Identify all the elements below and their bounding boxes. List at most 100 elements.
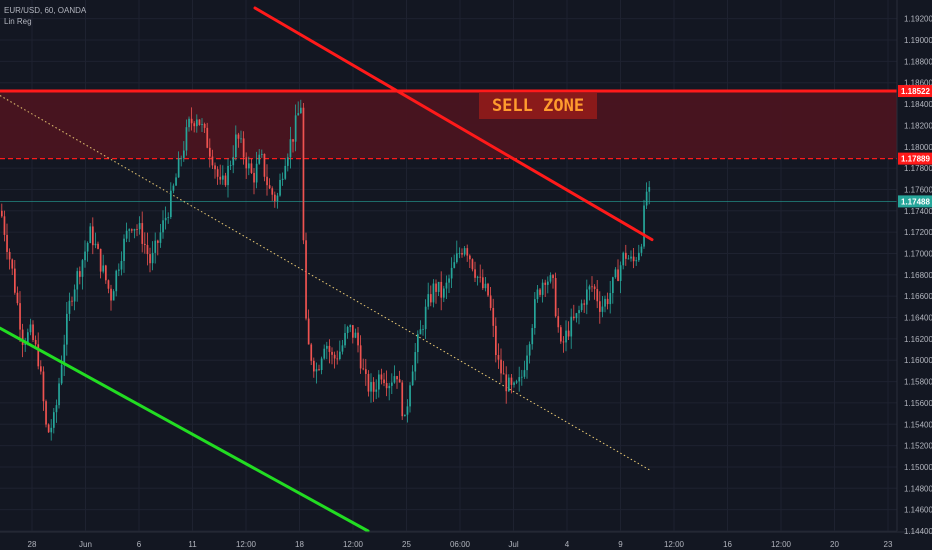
candle: [237, 132, 240, 148]
candle: [388, 382, 391, 401]
candle: [534, 292, 536, 335]
candle: [419, 320, 422, 335]
candle: [149, 247, 151, 273]
x-tick-label: 20: [830, 540, 839, 549]
candle: [547, 276, 549, 294]
candle: [372, 377, 375, 402]
candle: [604, 295, 606, 313]
candle: [643, 199, 645, 249]
candle: [583, 299, 586, 313]
candle: [619, 261, 622, 294]
candle: [167, 212, 170, 224]
candle: [365, 358, 367, 386]
candle: [16, 286, 19, 306]
candle: [526, 345, 528, 379]
candle: [102, 254, 105, 274]
candle: [560, 325, 562, 344]
candle: [521, 369, 523, 386]
candle: [552, 274, 554, 289]
candle: [45, 399, 47, 428]
price-label[interactable]: 1.17488: [898, 195, 932, 208]
candle: [573, 304, 575, 321]
candle: [508, 374, 510, 392]
candle: [437, 281, 440, 296]
candle: [510, 374, 513, 394]
candle: [193, 121, 196, 133]
candle: [11, 258, 14, 275]
regression-line[interactable]: [0, 95, 651, 471]
price-label[interactable]: 1.18522: [898, 85, 932, 98]
candle: [427, 282, 430, 310]
x-tick-label: 6: [137, 540, 142, 549]
candle: [188, 116, 190, 132]
candle: [482, 269, 484, 291]
candle: [606, 292, 609, 310]
price-label-text: 1.17488: [901, 197, 930, 206]
candle: [645, 182, 648, 210]
candle: [84, 240, 86, 268]
y-tick-label: 1.14800: [904, 484, 932, 493]
candle: [19, 291, 21, 343]
candle: [227, 158, 229, 198]
candle: [469, 254, 471, 269]
candle: [391, 373, 393, 394]
candle: [640, 243, 643, 257]
candle: [66, 301, 68, 356]
x-tick-label: 12:00: [771, 540, 792, 549]
candle: [86, 241, 89, 262]
candle: [250, 158, 253, 175]
candle: [632, 247, 635, 269]
candle: [401, 380, 404, 420]
candle: [123, 234, 125, 273]
candle: [466, 244, 469, 262]
candle: [276, 192, 279, 209]
candle: [50, 419, 53, 441]
candle: [630, 250, 632, 262]
candle: [591, 276, 593, 292]
candle: [380, 368, 383, 385]
candle: [352, 325, 354, 344]
chart-grid: [0, 0, 897, 532]
y-tick-label: 1.14400: [904, 527, 932, 536]
time-axis[interactable]: 28 Jun 6 11 12:00 18 12:00 25 06:00 Jul 4 9 12:00 16 1…: [0, 531, 932, 549]
candle: [214, 162, 216, 179]
candle: [424, 299, 427, 340]
candle: [562, 336, 565, 353]
price-label[interactable]: 1.17889: [898, 152, 932, 165]
y-tick-label: 1.18400: [904, 100, 932, 109]
candle: [263, 153, 266, 182]
price-axis[interactable]: 1.19200 1.19000 1.18800 1.18600 1.18400 1.182…: [896, 0, 932, 536]
candle: [185, 119, 188, 156]
candle: [279, 173, 281, 197]
candle: [375, 379, 378, 400]
candle: [396, 375, 398, 389]
candle: [336, 350, 339, 365]
candle: [99, 248, 102, 279]
support-trendline[interactable]: [0, 326, 370, 533]
candle: [24, 337, 27, 352]
candle: [489, 287, 492, 311]
candle: [63, 334, 66, 377]
candle: [505, 366, 508, 404]
resistance-trendline[interactable]: [253, 6, 654, 242]
y-tick-label: 1.15400: [904, 420, 932, 429]
y-tick-label: 1.16800: [904, 271, 932, 280]
chart-legend[interactable]: EUR/USD, 60, OANDA Lin Reg: [4, 5, 86, 27]
candle: [180, 155, 183, 167]
x-tick-label: Jul: [508, 540, 518, 549]
candle: [580, 299, 583, 313]
candle: [609, 280, 612, 314]
candle: [474, 261, 476, 283]
candle: [3, 210, 6, 242]
candle: [157, 239, 159, 256]
candle: [14, 260, 16, 295]
candle: [76, 267, 79, 302]
candle: [222, 165, 224, 185]
candle: [198, 119, 201, 126]
candle: [55, 399, 58, 423]
candle: [354, 328, 357, 339]
candle: [328, 339, 331, 364]
candle: [53, 408, 55, 434]
candle: [476, 275, 479, 286]
